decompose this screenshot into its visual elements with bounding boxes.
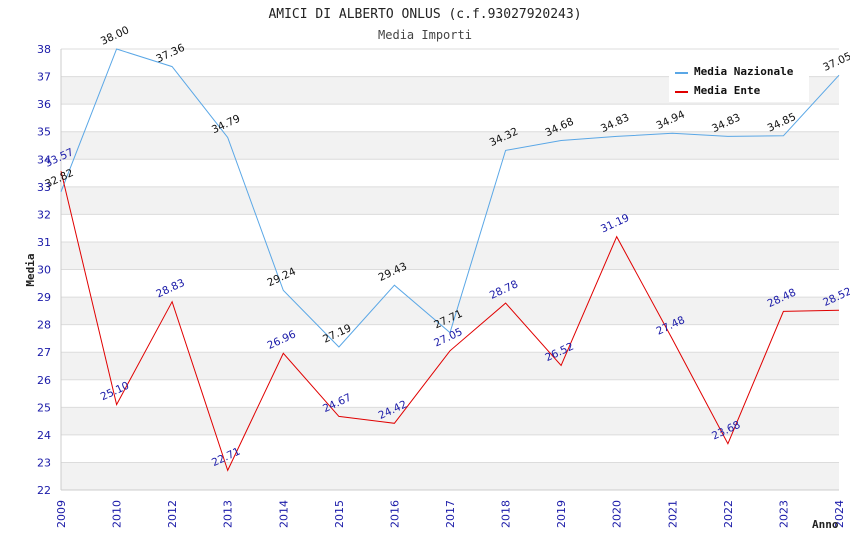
x-axis-label: Anno (812, 518, 839, 531)
y-tick-label: 31 (37, 236, 51, 249)
grid-band (61, 186, 839, 215)
grid-band (61, 214, 839, 242)
y-tick-label: 25 (37, 401, 51, 414)
x-tick-label: 2022 (722, 500, 735, 528)
grid-band (61, 241, 839, 270)
y-tick-label: 24 (37, 429, 51, 442)
y-tick-label: 33 (37, 181, 51, 194)
y-tick-label: 34 (37, 153, 51, 166)
y-tick-label: 37 (37, 71, 51, 84)
grid-band (61, 131, 839, 160)
legend-label-nazionale: Media Nazionale (694, 65, 794, 78)
y-tick-label: 23 (37, 456, 51, 469)
y-tick-label: 22 (37, 484, 51, 497)
x-tick-label: 2014 (277, 500, 290, 528)
x-tick-label: 2021 (666, 500, 679, 528)
x-tick-label: 2018 (500, 500, 513, 528)
grid-band (61, 434, 839, 463)
grid-band (61, 269, 839, 298)
series-line-ente (60, 170, 840, 472)
y-axis-label: Media (24, 253, 37, 286)
y-tick-label: 29 (37, 291, 51, 304)
grid-band (61, 407, 839, 435)
grid-band (61, 352, 839, 380)
x-tick-label: 2015 (333, 500, 346, 528)
legend-label-ente: Media Ente (694, 84, 761, 97)
x-tick-label: 2010 (111, 500, 124, 528)
y-tick-label: 32 (37, 208, 51, 221)
grid-band (61, 104, 839, 132)
y-axis-ticks: 22 23 24 25 26 27 28 29 30 31 32 33 34 35 36 37 38 (37, 43, 51, 497)
x-tick-label: 2023 (777, 500, 790, 528)
x-tick-label: 2016 (388, 500, 401, 528)
x-tick-label: 2020 (611, 500, 624, 528)
chart-subtitle: Media Importi (378, 28, 472, 42)
legend-box (669, 60, 809, 102)
y-tick-label: 27 (37, 346, 51, 359)
y-tick-label: 28 (37, 319, 51, 332)
x-tick-label: 2024 (833, 500, 846, 528)
x-tick-label: 2017 (444, 500, 457, 528)
x-tick-label: 2009 (55, 500, 68, 528)
x-tick-label: 2012 (166, 500, 179, 528)
x-tick-label: 2013 (222, 500, 235, 528)
grid-band (61, 159, 839, 187)
y-tick-label: 26 (37, 374, 51, 387)
y-tick-label: 36 (37, 98, 51, 111)
series-lines (60, 48, 840, 472)
y-tick-label: 30 (37, 264, 51, 277)
x-axis-ticks: 2009 2010 2012 2013 2014 2015 2016 2017 2018 2019… (55, 500, 846, 528)
y-tick-label: 35 (37, 126, 51, 139)
series-line-nazionale (60, 48, 840, 348)
grid-band (61, 297, 839, 325)
grid-band (61, 379, 839, 408)
x-tick-label: 2019 (555, 500, 568, 528)
grid-bands (60, 48, 839, 491)
chart-title: AMICI DI ALBERTO ONLUS (c.f.93027920243) (268, 7, 581, 22)
data-label: 38.00 (99, 24, 131, 48)
y-tick-label: 38 (37, 43, 51, 56)
grid-band (61, 462, 839, 490)
grid-band (61, 324, 839, 353)
legend: Media Nazionale Media Ente (669, 60, 809, 102)
